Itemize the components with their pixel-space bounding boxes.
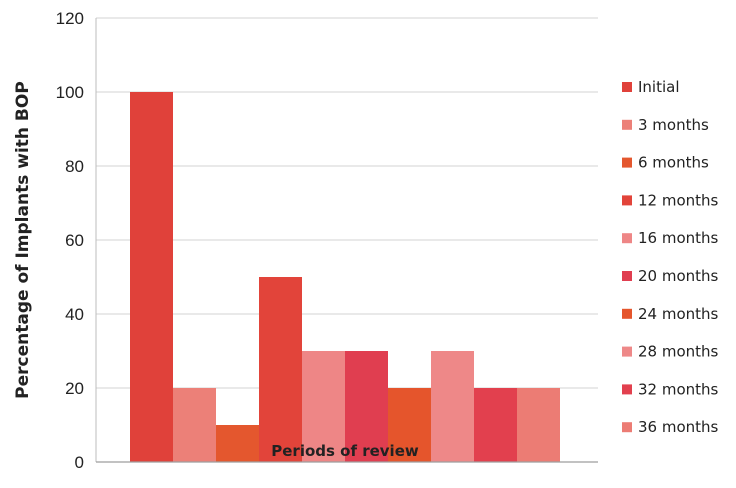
legend-label: 12 months: [638, 191, 719, 209]
bar: [431, 351, 474, 462]
x-axis-title: Periods of review: [271, 442, 419, 460]
y-tick-label: 20: [65, 379, 84, 398]
legend-label: 3 months: [638, 116, 709, 134]
bar: [345, 351, 388, 462]
legend-label: 24 months: [638, 305, 719, 323]
y-tick-label: 60: [65, 231, 84, 250]
y-axis-title: Percentage of Implants with BOP: [13, 81, 33, 399]
legend-label: 6 months: [638, 154, 709, 172]
bar: [517, 388, 560, 462]
legend-swatch: [622, 346, 632, 357]
y-tick-labels: 0 20 40 60 80 100 120: [56, 9, 84, 472]
bar: [302, 351, 345, 462]
legend-swatch: [622, 119, 632, 130]
legend-swatch: [622, 271, 632, 281]
y-tick-label: 120: [56, 9, 84, 28]
legend-swatch: [622, 233, 632, 244]
legend-label: 32 months: [638, 380, 719, 398]
y-tick-label: 40: [65, 305, 84, 324]
y-tick-label: 0: [75, 453, 84, 472]
legend-label: Initial: [638, 78, 680, 96]
legend-swatch: [622, 82, 632, 92]
legend-swatch: [622, 195, 632, 206]
bar: [259, 277, 302, 462]
bar: [474, 388, 517, 462]
legend-swatch: [622, 308, 632, 319]
bars: [130, 92, 560, 462]
axes: [95, 18, 598, 463]
legend: Initial 3 months 6 months 12 months 16 month…: [622, 78, 719, 436]
y-tick-label: 100: [56, 83, 84, 102]
legend-swatch: [622, 422, 632, 433]
bar: [173, 388, 216, 462]
legend-label: 36 months: [638, 418, 719, 436]
bar: [216, 425, 259, 462]
bar: [130, 92, 173, 462]
legend-swatch: [622, 157, 632, 168]
legend-swatch: [622, 384, 632, 395]
y-tick-label: 80: [65, 157, 84, 176]
legend-label: 16 months: [638, 229, 719, 247]
legend-label: 20 months: [638, 267, 719, 285]
bar: [388, 388, 431, 462]
legend-label: 28 months: [638, 343, 719, 361]
